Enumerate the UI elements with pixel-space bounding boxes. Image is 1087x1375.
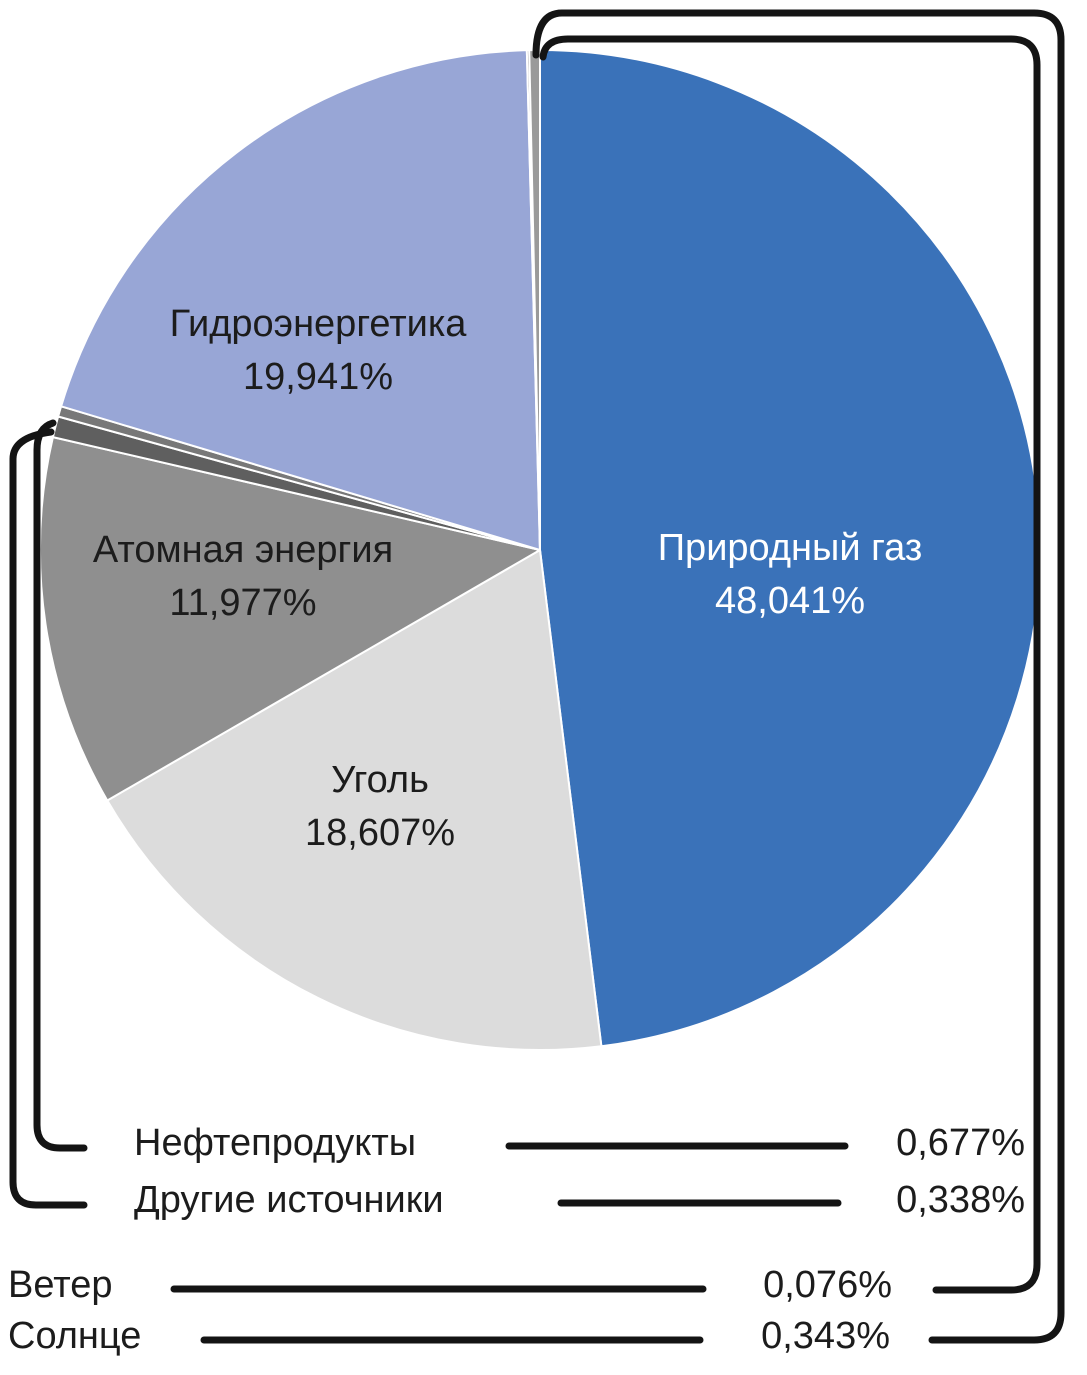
- callout-label-other-sources: Другие источники: [134, 1179, 444, 1221]
- slice-label-natural-gas: Природный газ 48,041%: [658, 522, 923, 628]
- slice-label-coal: Уголь 18,607%: [305, 754, 455, 860]
- pie-slices-group: [39, 49, 1042, 1051]
- slice-value-nuclear: 11,977%: [169, 582, 317, 625]
- slice-value-natural-gas: 48,041%: [714, 580, 866, 623]
- pie-slice-3: [39, 436, 541, 802]
- callout-label-oil-products: Нефтепродукты: [134, 1122, 417, 1164]
- callout-label-sun: Солнце: [8, 1315, 142, 1357]
- callout-line-other-sources: [9, 428, 88, 1209]
- slice-label-hydro: Гидроэнергетика 19,941%: [170, 298, 467, 404]
- callout-line-wind: [539, 35, 1041, 1294]
- slice-name-coal: Уголь: [331, 759, 429, 801]
- pie-slice-2: [106, 549, 603, 1051]
- callout-value-wind: 0,076%: [763, 1264, 892, 1306]
- callout-line-oil-products: [33, 419, 88, 1152]
- slice-value-coal: 18,607%: [304, 812, 456, 855]
- slice-label-nuclear: Атомная энергия 11,977%: [93, 524, 393, 630]
- callout-label-wind: Ветер: [8, 1264, 113, 1306]
- slice-value-hydro: 19,941%: [242, 356, 393, 399]
- callout-line-sun: [532, 9, 1065, 1344]
- slice-name-hydro: Гидроэнергетика: [169, 303, 467, 345]
- callout-value-oil-products: 0,677%: [896, 1122, 1025, 1164]
- pie-slice-6: [60, 49, 541, 551]
- slice-name-natural-gas: Природный газ: [657, 527, 923, 569]
- slice-name-nuclear: Атомная энергия: [92, 529, 394, 571]
- callout-value-other-sources: 0,338%: [896, 1179, 1025, 1221]
- callout-value-sun: 0,343%: [761, 1315, 890, 1357]
